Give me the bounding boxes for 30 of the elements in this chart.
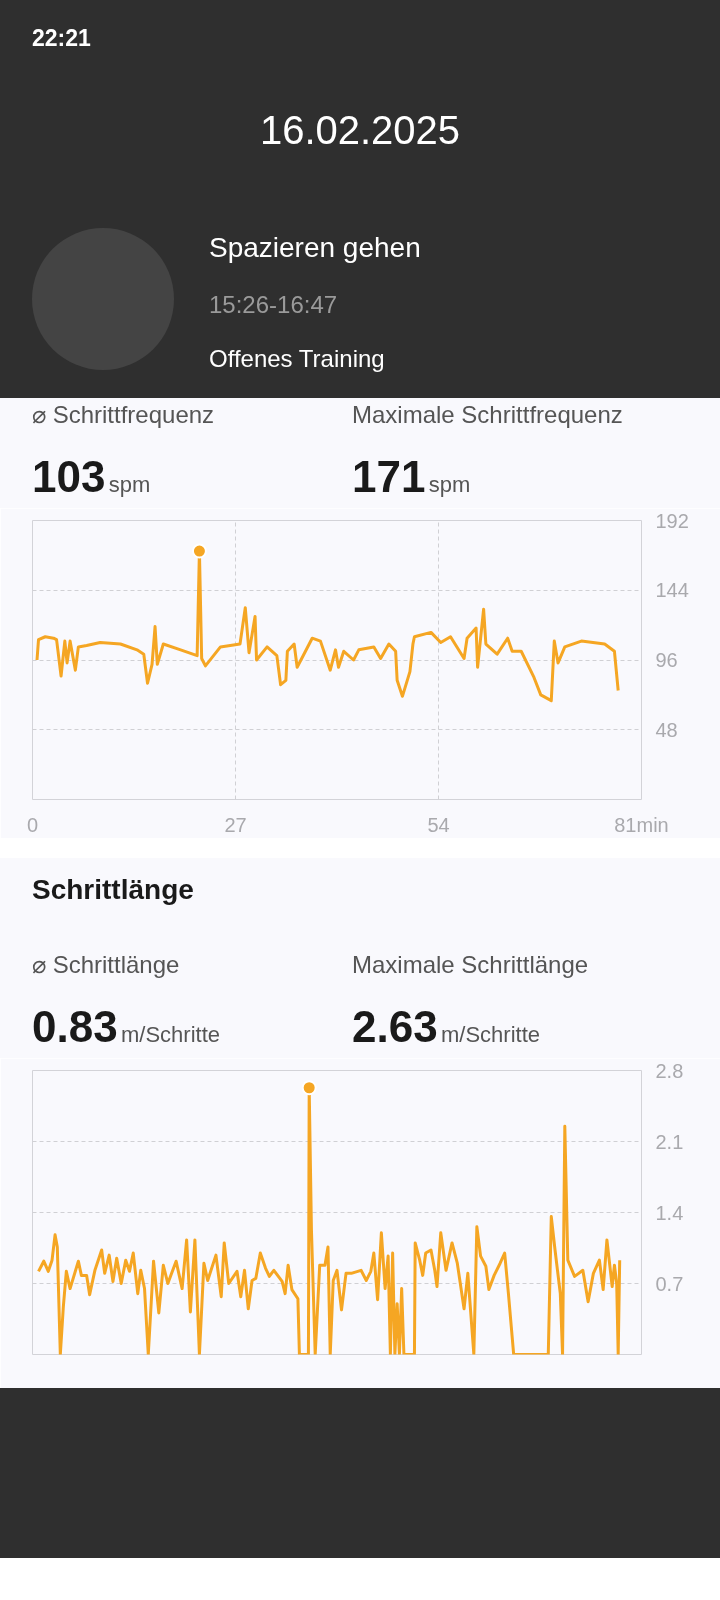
text: Offenes Training [209, 344, 386, 374]
y-tick-label: 144 [655, 579, 689, 602]
y-tick-label: 192 [655, 509, 689, 532]
text: spm [428, 472, 471, 497]
text: 0.83 [32, 1002, 118, 1051]
text: 15:26-16:47 [209, 290, 339, 320]
text: Spazieren gehen [209, 231, 422, 265]
y-tick-label: 0.7 [655, 1272, 684, 1295]
text: Maximale Schrittfrequenz [352, 400, 624, 430]
y-tick-label: 2.8 [655, 1059, 684, 1082]
text: spm [108, 472, 151, 497]
text: m/Schritte [440, 1022, 541, 1047]
text: 103 [32, 452, 106, 501]
x-tick-label: 0 [26, 813, 39, 836]
chart-title: Schrittlänge [32, 873, 195, 907]
y-tick-label: 1.4 [655, 1201, 684, 1224]
text: Maximale Schrittlänge [352, 950, 590, 980]
text: ⌀ Schrittlänge [32, 950, 181, 980]
text: 22:21 [32, 24, 92, 53]
text: 16.02.2025 [258, 107, 462, 154]
text: 171 [352, 452, 426, 501]
x-tick-label: 81min [614, 813, 669, 836]
text: 2.63 [352, 1002, 438, 1051]
x-tick-label: 54 [427, 813, 450, 836]
y-tick-label: 2.1 [655, 1130, 684, 1153]
y-tick-label: 48 [655, 718, 678, 741]
x-tick-label: 27 [224, 813, 247, 836]
text: ⌀ Schrittfrequenz [32, 400, 216, 430]
text: m/Schritte [120, 1022, 221, 1047]
y-tick-label: 96 [655, 649, 678, 671]
